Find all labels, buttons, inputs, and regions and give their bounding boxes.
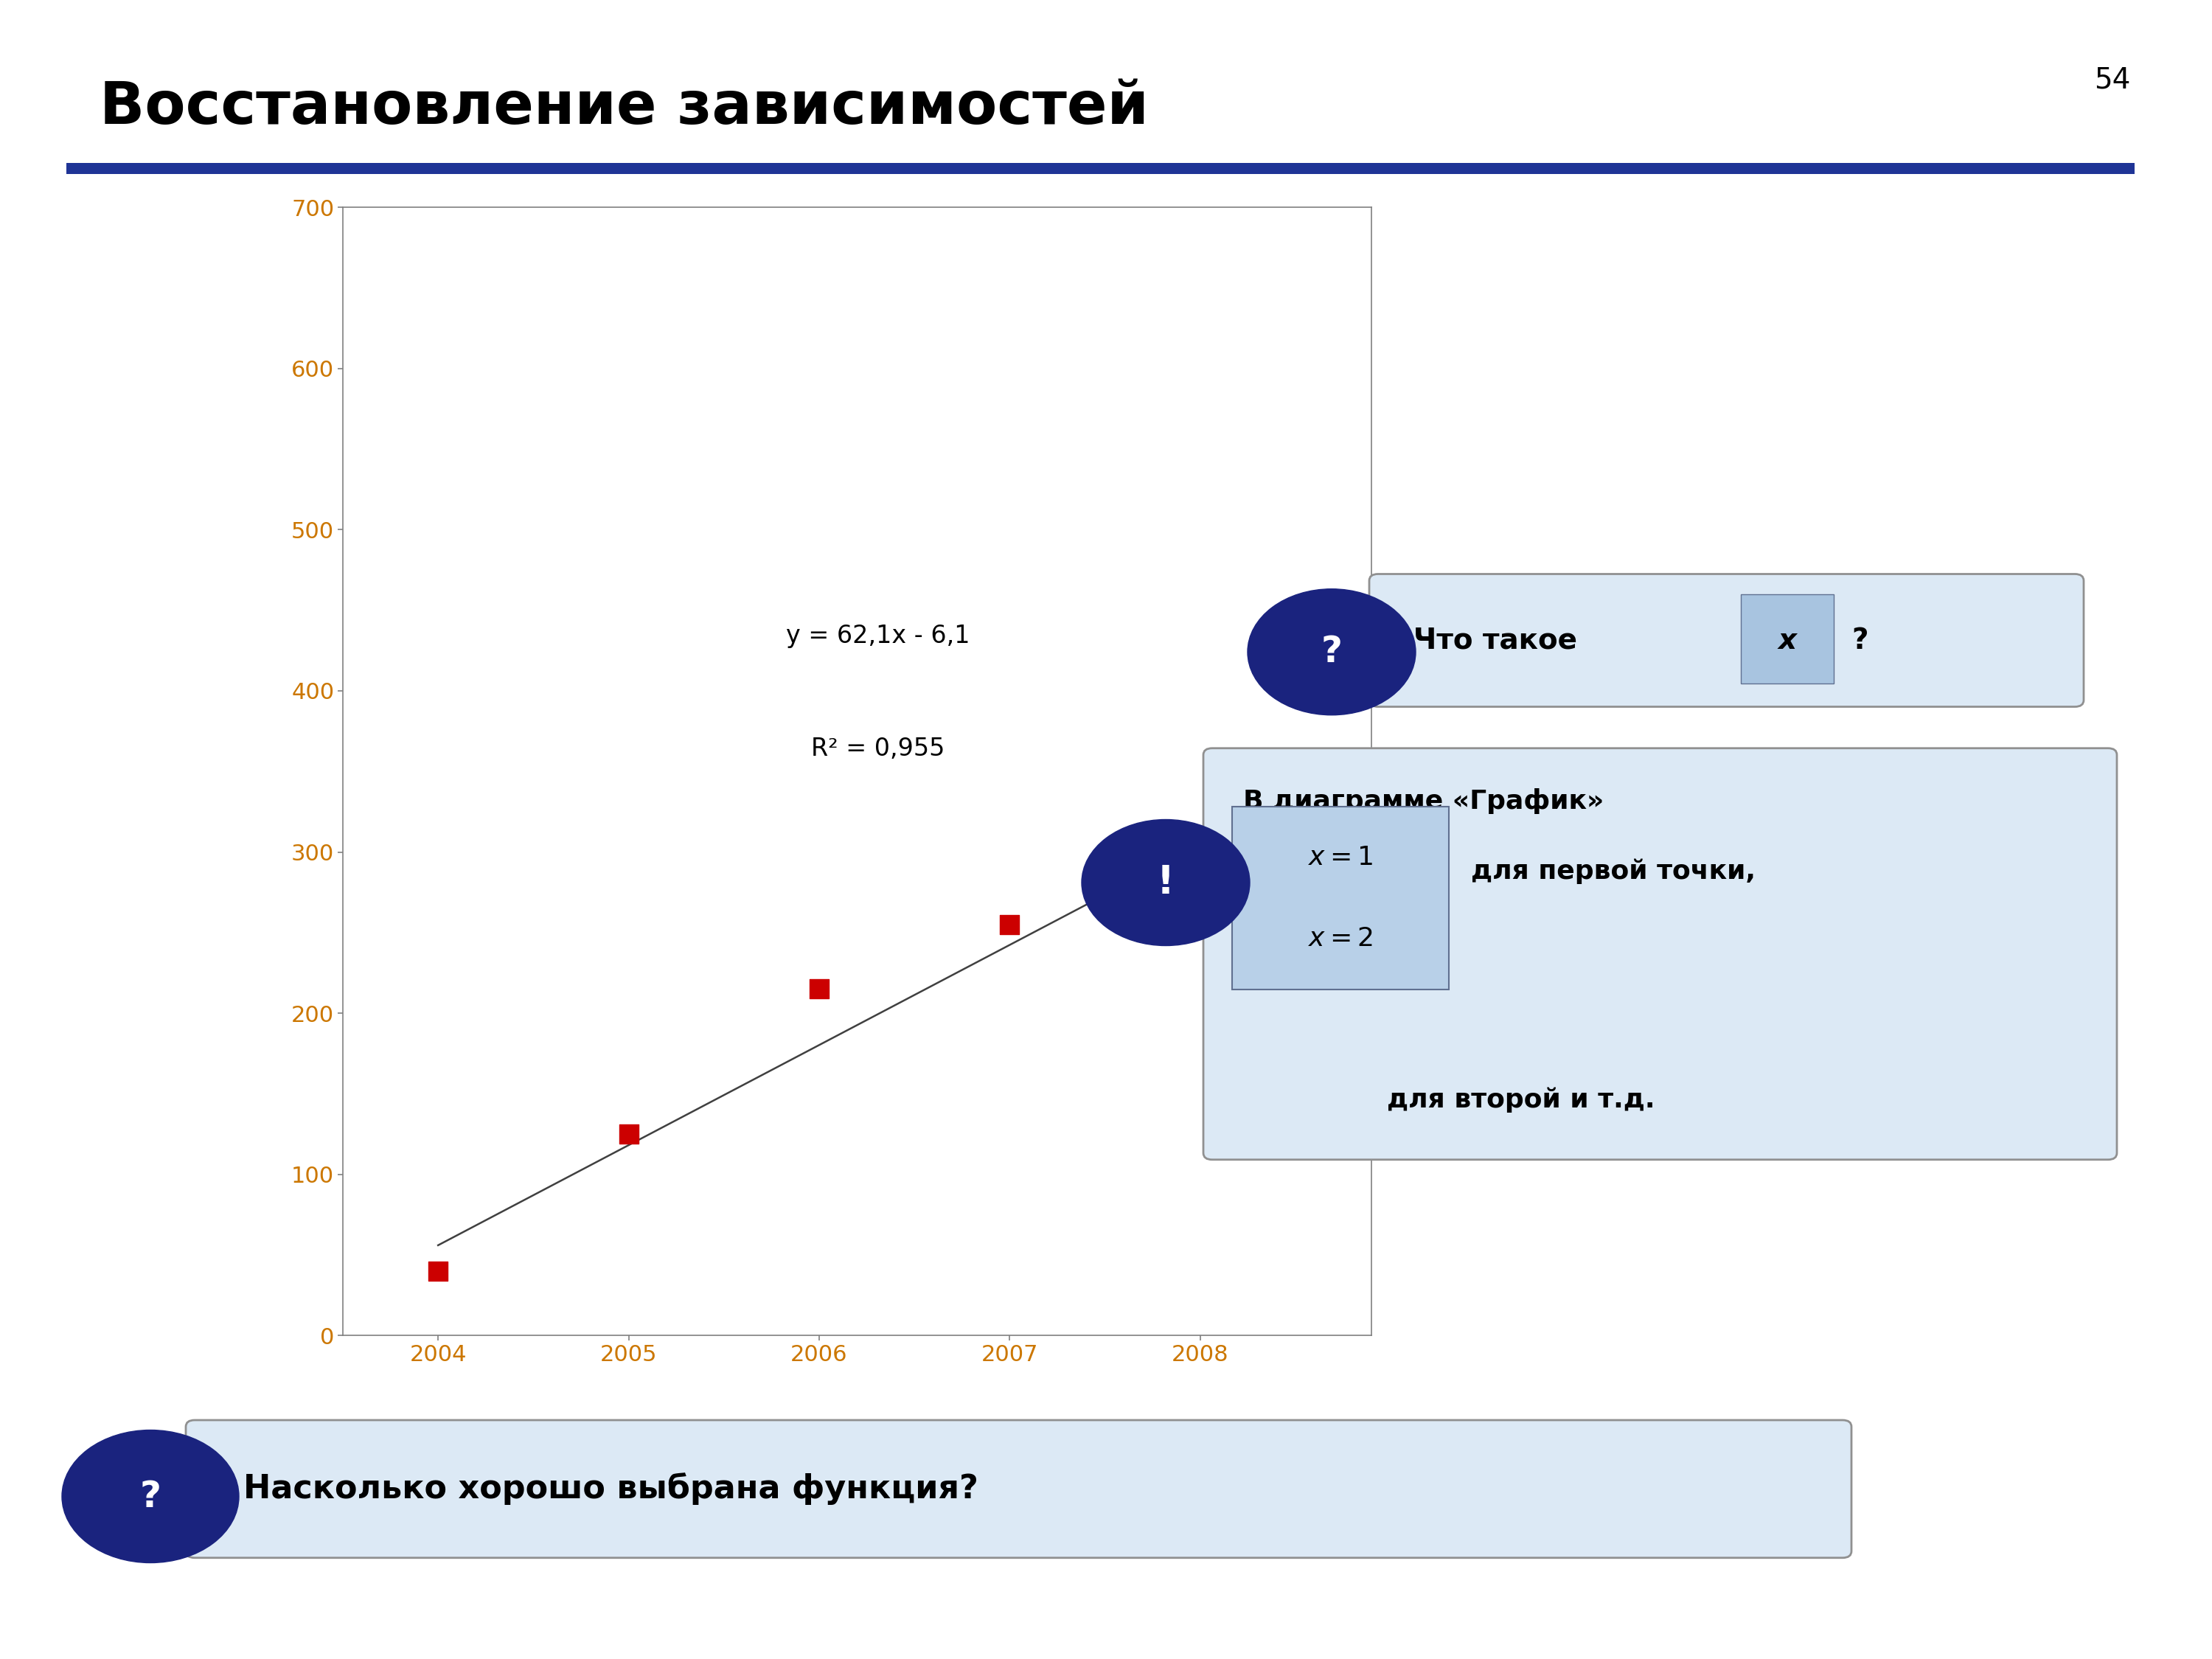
Text: для второй и т.д.: для второй и т.д. <box>1387 1087 1655 1113</box>
Point <box>991 911 1026 937</box>
Circle shape <box>1082 820 1250 946</box>
Text: для первой точки,: для первой точки, <box>1471 859 1756 884</box>
Text: !: ! <box>1157 863 1175 902</box>
Text: R² = 0,955: R² = 0,955 <box>812 737 945 761</box>
Text: ?: ? <box>1851 627 1869 654</box>
Circle shape <box>62 1430 239 1563</box>
Text: y = 62,1x - 6,1: y = 62,1x - 6,1 <box>785 624 969 649</box>
Point <box>801 975 836 1002</box>
FancyBboxPatch shape <box>1369 574 2084 707</box>
Circle shape <box>1248 589 1416 715</box>
Text: 54: 54 <box>2095 66 2130 95</box>
Text: $x = 1$: $x = 1$ <box>1307 844 1374 869</box>
Text: $x = 2$: $x = 2$ <box>1307 926 1374 951</box>
Text: Восстановление зависимостей: Восстановление зависимостей <box>100 80 1148 136</box>
Text: Что такое: Что такое <box>1413 627 1577 654</box>
FancyBboxPatch shape <box>186 1420 1851 1558</box>
Text: ?: ? <box>1321 634 1343 670</box>
Text: Насколько хорошо выбрана функция?: Насколько хорошо выбрана функция? <box>243 1473 978 1505</box>
Text: ?: ? <box>139 1478 161 1515</box>
Text: x: x <box>1778 627 1796 654</box>
FancyBboxPatch shape <box>1203 748 2117 1160</box>
Text: В диаграмме «График»: В диаграмме «График» <box>1243 788 1604 815</box>
FancyBboxPatch shape <box>1741 594 1834 684</box>
FancyBboxPatch shape <box>1232 806 1449 990</box>
Point <box>420 1258 456 1284</box>
Point <box>1181 863 1217 889</box>
Point <box>611 1121 646 1148</box>
